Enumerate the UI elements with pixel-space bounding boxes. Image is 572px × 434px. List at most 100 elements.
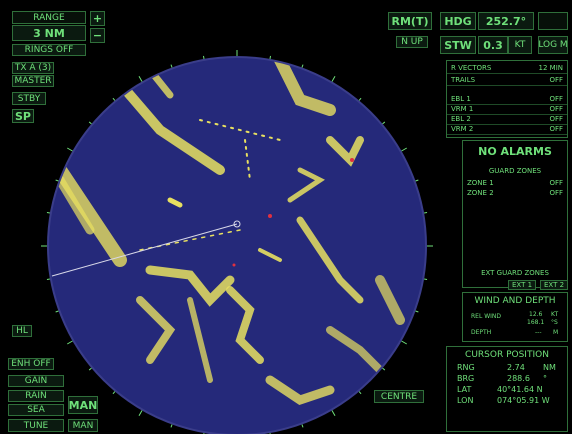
depth-label: DEPTH xyxy=(471,329,492,336)
bearing-tick xyxy=(401,340,407,345)
ebl2-row[interactable]: EBL 2 OFF xyxy=(447,115,567,125)
vrm2-row[interactable]: VRM 2 OFF xyxy=(447,125,567,135)
zone1-label: ZONE 1 xyxy=(467,179,494,187)
ebl1-label: EBL 1 xyxy=(451,95,471,103)
heading-line xyxy=(51,223,238,277)
master-button[interactable]: MASTER xyxy=(12,75,54,87)
bearing-tick xyxy=(358,97,362,101)
bearing-tick xyxy=(415,310,419,313)
cursor-rng-value: 2.74 xyxy=(507,363,525,372)
bearing-tick xyxy=(331,410,336,416)
range-increase-button[interactable]: + xyxy=(90,11,105,26)
zone2-label: ZONE 2 xyxy=(467,189,494,197)
range-label: RANGE xyxy=(12,11,86,24)
zone1-row[interactable]: ZONE 1 OFF xyxy=(463,179,567,189)
cursor-rng-unit: NM xyxy=(543,363,556,372)
trails-value: OFF xyxy=(549,76,563,84)
motion-mode-button[interactable]: RM(T) xyxy=(388,12,432,30)
ebl1-row[interactable]: EBL 1 OFF xyxy=(447,95,567,105)
ext1-button[interactable]: EXT 1 xyxy=(508,280,536,290)
man-button-tune[interactable]: MAN xyxy=(68,419,98,432)
own-ship-marker xyxy=(233,220,241,228)
vrm1-label: VRM 1 xyxy=(451,105,474,113)
trails-label: TRAILS xyxy=(451,76,476,84)
rain-button[interactable]: RAIN xyxy=(8,390,64,402)
bearing-tick xyxy=(67,147,73,152)
cursor-brg-label: BRG xyxy=(457,374,475,383)
man-button-sea[interactable]: MAN xyxy=(68,396,98,414)
bearing-tick xyxy=(170,64,173,68)
cursor-position-panel: CURSOR POSITION RNG 2.74 NM BRG 288.6 ° … xyxy=(446,346,568,432)
rel-wind-speed: 12.6 xyxy=(529,311,543,318)
stw-label: STW xyxy=(440,36,476,54)
ext-guard-title: EXT GUARD ZONES xyxy=(481,269,549,277)
cursor-lon-value: 074°05.91 W xyxy=(497,396,550,405)
scope-background xyxy=(47,56,427,434)
wind-depth-title: WIND AND DEPTH xyxy=(474,296,556,306)
rings-button[interactable]: RINGS OFF xyxy=(12,44,86,56)
vectors-header[interactable]: R VECTORS 12 MIN xyxy=(447,64,567,74)
vectors-panel: R VECTORS 12 MIN TRAILS OFF EBL 1 OFF VRM 1… xyxy=(446,60,568,138)
depth-value: --- xyxy=(535,329,542,336)
bearing-tick xyxy=(301,424,304,428)
ebl2-label: EBL 2 xyxy=(451,115,471,123)
zone1-value: OFF xyxy=(549,179,563,187)
cursor-brg-value: 288.6 xyxy=(507,374,530,383)
tx-button[interactable]: TX A (3) xyxy=(12,62,54,74)
bearing-tick xyxy=(424,211,428,214)
bearing-tick xyxy=(331,76,336,82)
depth-unit: M xyxy=(553,329,559,336)
alarms-panel: NO ALARMS GUARD ZONES ZONE 1 OFF ZONE 2 OF… xyxy=(462,140,568,288)
cursor-lat-label: LAT xyxy=(457,385,472,394)
bearing-tick xyxy=(112,97,116,101)
zone2-row[interactable]: ZONE 2 OFF xyxy=(463,189,567,199)
stw-value: 0.3 xyxy=(478,36,508,54)
centre-button[interactable]: CENTRE xyxy=(374,390,424,403)
bearing-tick xyxy=(88,367,92,371)
heading-value: 252.7° xyxy=(478,12,534,30)
target-markers xyxy=(232,158,354,267)
bearing-tick xyxy=(202,55,205,59)
range-decrease-button[interactable]: − xyxy=(90,28,105,43)
bearing-tick xyxy=(138,410,143,416)
trails-row[interactable]: TRAILS OFF xyxy=(447,76,567,86)
bearing-tick xyxy=(170,424,173,428)
bearing-tick xyxy=(424,278,428,281)
bearing-tick xyxy=(46,211,50,214)
bearing-tick xyxy=(112,391,116,395)
rel-wind-direction: 168.1 xyxy=(527,319,545,326)
heading-label: HDG xyxy=(440,12,476,30)
bearing-scale-ticks xyxy=(41,50,433,434)
bearing-tick xyxy=(46,278,50,281)
sea-button[interactable]: SEA xyxy=(8,404,64,416)
cursor-lon-label: LON xyxy=(457,396,474,405)
bearing-tick xyxy=(269,55,272,59)
sp-button[interactable]: SP xyxy=(12,109,34,123)
cursor-brg-unit: ° xyxy=(543,374,547,383)
gain-button[interactable]: GAIN xyxy=(8,375,64,387)
rel-wind-label: REL WIND xyxy=(471,313,502,320)
rel-wind-direction-unit: °S xyxy=(551,319,558,326)
rel-wind-speed-unit: KT xyxy=(551,311,559,318)
vrm2-label: VRM 2 xyxy=(451,125,474,133)
bearing-tick xyxy=(382,121,386,125)
alarms-title: NO ALARMS xyxy=(478,145,552,158)
tune-button[interactable]: TUNE xyxy=(8,419,64,432)
bearing-tick xyxy=(301,64,304,68)
standby-button[interactable]: STBY xyxy=(12,92,46,105)
bearing-tick xyxy=(382,367,386,371)
enhance-button[interactable]: ENH OFF xyxy=(8,358,54,370)
hl-button[interactable]: HL xyxy=(12,325,32,337)
bearing-tick xyxy=(88,121,92,125)
ebl2-value: OFF xyxy=(549,115,563,123)
vectors-label: R VECTORS xyxy=(451,64,492,72)
bearing-tick xyxy=(358,391,362,395)
guard-zones-title: GUARD ZONES xyxy=(488,167,542,175)
range-value: 3 NM xyxy=(12,25,86,41)
orientation-button[interactable]: N UP xyxy=(396,36,428,48)
log-button[interactable]: LOG M xyxy=(538,36,568,54)
cursor-title: CURSOR POSITION xyxy=(465,350,549,360)
ext2-button[interactable]: EXT 2 xyxy=(540,280,568,290)
vrm1-row[interactable]: VRM 1 OFF xyxy=(447,105,567,115)
